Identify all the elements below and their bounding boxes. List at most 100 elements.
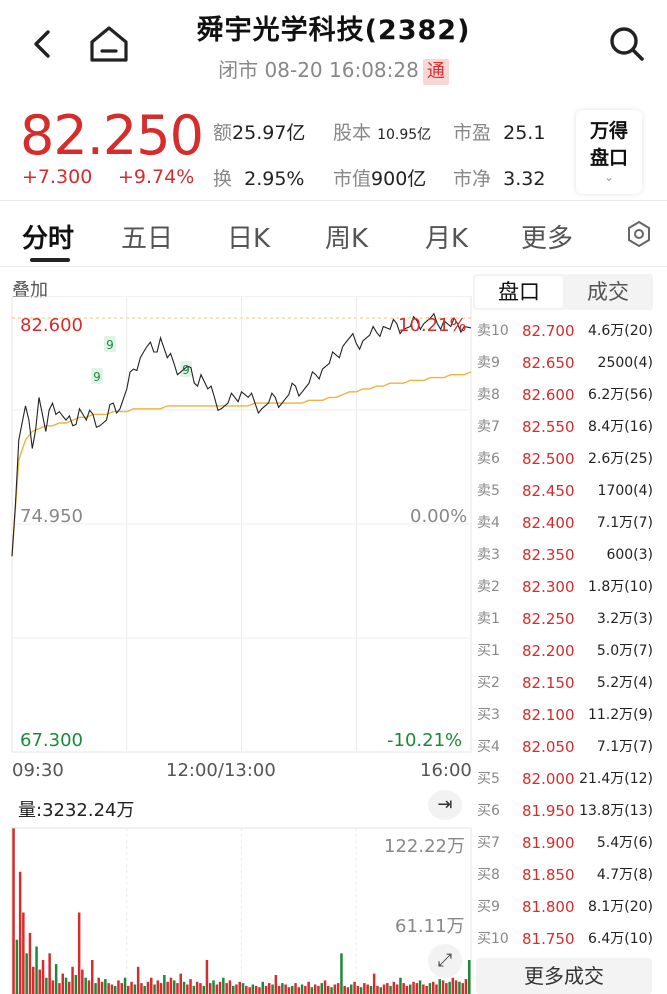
orderbook-volume: 6.4万(10) bbox=[587, 931, 653, 947]
orderbook-row[interactable]: 买2 82.150 5.2万(4) bbox=[475, 667, 655, 699]
pb-value: 3.32 bbox=[503, 168, 546, 190]
wande-line1: 万得 bbox=[589, 120, 628, 142]
volume-bar bbox=[454, 980, 458, 994]
orderbook-price: 82.400 bbox=[522, 514, 575, 532]
orderbook-row[interactable]: 买1 82.200 5.0万(7) bbox=[475, 635, 655, 667]
volume-bar bbox=[235, 984, 238, 994]
orderbook-level-label: 卖4 bbox=[477, 515, 500, 531]
orderbook-row[interactable]: 卖6 82.500 2.6万(25) bbox=[475, 443, 655, 475]
tab-orderbook[interactable]: 盘口 bbox=[475, 276, 563, 308]
signal-marker: 9 bbox=[93, 370, 101, 384]
volume-bar bbox=[159, 983, 163, 994]
orderbook-level-label: 买10 bbox=[477, 931, 509, 947]
orderbook-volume: 1700(4) bbox=[597, 483, 653, 499]
volume-bar bbox=[28, 932, 32, 994]
volume-bar bbox=[346, 987, 350, 994]
volume-bar bbox=[51, 980, 55, 994]
orderbook-row[interactable]: 卖2 82.300 1.8万(10) bbox=[475, 571, 655, 603]
orderbook-volume: 2.6万(25) bbox=[587, 451, 653, 467]
orderbook-row[interactable]: 卖4 82.400 7.1万(7) bbox=[475, 507, 655, 539]
volume-bar bbox=[222, 977, 225, 994]
orderbook-price: 81.900 bbox=[522, 834, 575, 852]
turnover-field: 换 2.95% bbox=[213, 164, 304, 191]
divider bbox=[0, 200, 667, 201]
orderbook-row[interactable]: 买5 82.000 21.4万(12) bbox=[475, 763, 655, 795]
orderbook-row[interactable]: 卖5 82.450 1700(4) bbox=[475, 475, 655, 507]
volume-bar bbox=[327, 985, 330, 994]
volume-bar bbox=[281, 983, 284, 994]
orderbook-row[interactable]: 买10 81.750 6.4万(10) bbox=[475, 923, 655, 955]
volume-bar bbox=[146, 981, 150, 994]
volume-bar bbox=[461, 983, 464, 994]
chart-mid-price: 74.950 bbox=[20, 506, 83, 527]
volume-bar bbox=[12, 828, 15, 994]
volume-bar bbox=[297, 987, 300, 994]
back-arrow-icon[interactable] bbox=[22, 22, 62, 66]
tab-intraday[interactable]: 分时 bbox=[22, 224, 75, 254]
orderbook-row[interactable]: 卖3 82.350 600(3) bbox=[475, 539, 655, 571]
orderbook-row[interactable]: 卖7 82.550 8.4万(16) bbox=[475, 411, 655, 443]
volume-bar bbox=[58, 983, 61, 994]
tab-more[interactable]: 更多 bbox=[521, 224, 574, 254]
orderbook-row[interactable]: 买8 81.850 4.7万(8) bbox=[475, 859, 655, 891]
volume-bar bbox=[409, 984, 412, 994]
tab-weekly-k[interactable]: 周K bbox=[325, 224, 369, 254]
orderbook-volume: 5.2万(4) bbox=[596, 675, 653, 691]
orderbook-volume: 4.7万(8) bbox=[596, 867, 653, 883]
orderbook-row[interactable]: 买6 81.950 13.8万(13) bbox=[475, 795, 655, 827]
orderbook-price: 82.000 bbox=[522, 770, 575, 788]
orderbook-volume: 5.4万(6) bbox=[596, 835, 653, 851]
tab-monthly-k[interactable]: 月K bbox=[425, 224, 469, 254]
volume-bar bbox=[195, 981, 199, 994]
tab-five-day[interactable]: 五日 bbox=[121, 224, 174, 254]
orderbook-row[interactable]: 买9 81.800 8.1万(20) bbox=[475, 891, 655, 923]
volume-bar bbox=[25, 953, 28, 994]
volume-bar bbox=[274, 975, 278, 994]
volume-bar bbox=[399, 977, 402, 994]
more-trades-button[interactable]: 更多成交 bbox=[476, 958, 652, 994]
volume-bar bbox=[264, 985, 268, 994]
wande-panel-button[interactable]: 万得 盘口 ⌄ bbox=[576, 110, 642, 194]
orderbook-price: 82.650 bbox=[522, 354, 575, 372]
tab-daily-k[interactable]: 日K bbox=[227, 224, 271, 254]
volume-bar bbox=[310, 987, 314, 994]
wande-line2: 盘口 bbox=[589, 147, 628, 169]
orderbook-volume: 1.8万(10) bbox=[587, 579, 653, 595]
market-status-text: 闭市 08-20 16:08:28 bbox=[218, 58, 419, 82]
orderbook-row[interactable]: 买7 81.900 5.4万(6) bbox=[475, 827, 655, 859]
fullscreen-icon[interactable]: ⤢ bbox=[428, 944, 462, 978]
signal-marker: 9 bbox=[182, 363, 190, 377]
volume-bar bbox=[100, 981, 104, 994]
orderbook-row[interactable]: 卖10 82.700 4.6万(20) bbox=[475, 315, 655, 347]
volume-bar bbox=[392, 981, 396, 994]
volume-bar bbox=[127, 985, 130, 994]
intraday-chart: 9 9 9 bbox=[11, 296, 472, 994]
volume-bar bbox=[186, 984, 189, 994]
orderbook-level-label: 卖2 bbox=[477, 579, 500, 595]
orderbook-level-label: 买8 bbox=[477, 867, 500, 883]
gear-icon[interactable] bbox=[624, 219, 654, 249]
volume-bar bbox=[166, 981, 169, 994]
price-line bbox=[11, 312, 472, 557]
home-icon[interactable] bbox=[86, 22, 132, 66]
volume-bar bbox=[133, 984, 137, 994]
orderbook-row[interactable]: 买4 82.050 7.1万(7) bbox=[475, 731, 655, 763]
expand-arrow-icon[interactable]: ⇥ bbox=[428, 790, 462, 820]
orderbook-row[interactable]: 卖1 82.250 3.2万(3) bbox=[475, 603, 655, 635]
orderbook-level-label: 卖6 bbox=[477, 451, 500, 467]
orderbook-row[interactable]: 卖9 82.650 2500(4) bbox=[475, 347, 655, 379]
search-icon[interactable] bbox=[604, 22, 650, 66]
volume-bar bbox=[61, 973, 64, 994]
volume-bar bbox=[343, 985, 346, 994]
volume-bar bbox=[182, 981, 186, 994]
orderbook-row[interactable]: 卖8 82.600 6.2万(56) bbox=[475, 379, 655, 411]
orderbook-price: 81.800 bbox=[522, 898, 575, 916]
volume-bar bbox=[294, 983, 297, 994]
shares-label: 股本 bbox=[333, 122, 372, 144]
orderbook-volume: 21.4万(12) bbox=[579, 771, 653, 787]
volume-bar bbox=[94, 983, 97, 994]
volume-bar bbox=[110, 984, 114, 994]
orderbook-row[interactable]: 买3 82.100 11.2万(9) bbox=[475, 699, 655, 731]
tab-trades[interactable]: 成交 bbox=[587, 280, 629, 304]
volume-bar bbox=[369, 985, 373, 994]
